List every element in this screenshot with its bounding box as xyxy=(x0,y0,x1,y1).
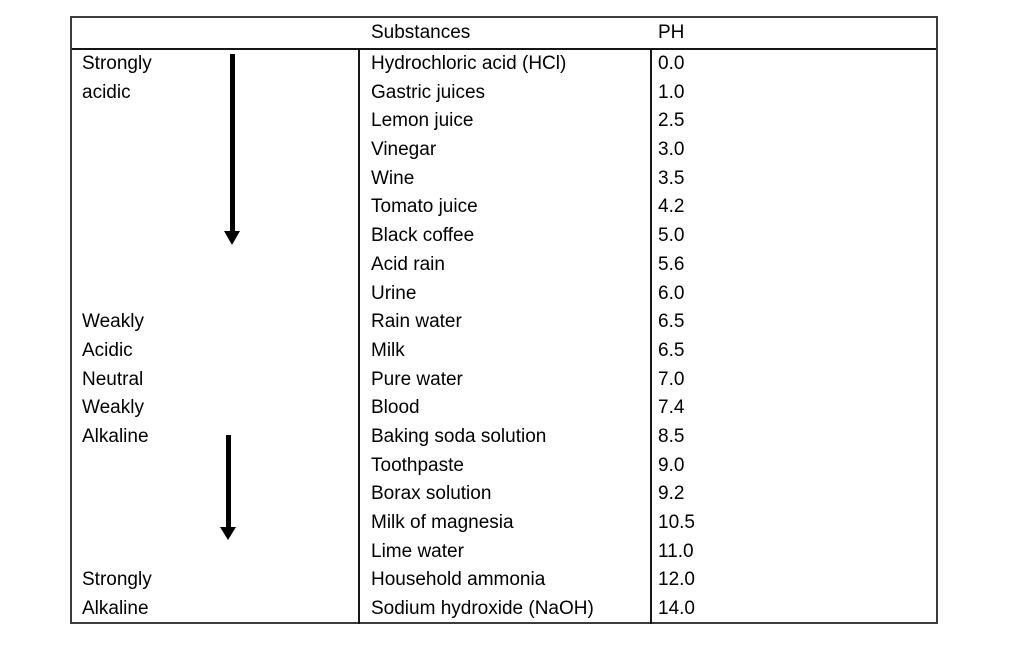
substance-cell: Toothpaste xyxy=(358,451,650,481)
substance-cell: Gastric juices xyxy=(358,78,650,108)
ph-cell: 8.5 xyxy=(650,422,936,452)
category-cell xyxy=(72,136,358,165)
ph-cell: 11.0 xyxy=(650,537,936,567)
arrow-shaft xyxy=(226,435,231,528)
substance-cell: Lemon juice xyxy=(358,107,650,137)
substance-cell: Rain water xyxy=(358,308,650,337)
substance-cell: Urine xyxy=(358,279,650,309)
category-cell xyxy=(72,538,358,567)
ph-table: Substances PH Strongly Hydrochloric acid … xyxy=(70,16,938,624)
substance-cell: Pure water xyxy=(358,365,650,395)
category-cell xyxy=(72,280,358,309)
substance-cell: Milk of magnesia xyxy=(358,509,650,538)
category-cell xyxy=(72,193,358,222)
category-cell xyxy=(72,251,358,280)
substance-cell: Blood xyxy=(358,394,650,423)
ph-column-header: PH xyxy=(658,22,685,43)
substance-cell: Sodium hydroxide (NaOH) xyxy=(358,595,650,624)
category-cell: Strongly xyxy=(82,53,152,74)
ph-cell: 14.0 xyxy=(650,595,936,624)
ph-cell: 2.5 xyxy=(650,107,936,137)
substance-cell: Borax solution xyxy=(358,480,650,509)
category-cell xyxy=(72,222,358,251)
ph-cell: 6.0 xyxy=(650,279,936,309)
ph-cell: 3.5 xyxy=(650,164,936,194)
ph-cell: 4.2 xyxy=(650,193,936,223)
ph-cell: 10.5 xyxy=(650,509,936,538)
category-cell: Weakly xyxy=(82,397,144,419)
ph-cell: 5.0 xyxy=(650,222,936,251)
substance-cell: Tomato juice xyxy=(358,193,650,223)
substance-cell: Baking soda solution xyxy=(358,422,650,452)
substance-cell: Hydrochloric acid (HCl) xyxy=(358,50,650,79)
ph-cell: 0.0 xyxy=(650,50,936,79)
substance-cell: Vinegar xyxy=(358,136,650,165)
category-cell xyxy=(72,480,358,509)
ph-cell: 9.0 xyxy=(650,451,936,481)
substance-cell: Lime water xyxy=(358,537,650,567)
substance-cell: Household ammonia xyxy=(358,566,650,596)
ph-cell: 6.5 xyxy=(650,308,936,337)
ph-cell: 9.2 xyxy=(650,480,936,509)
ph-cell: 7.4 xyxy=(650,394,936,423)
category-cell xyxy=(72,107,358,136)
category-cell: Acidic xyxy=(82,339,133,361)
arrow-head xyxy=(224,231,240,245)
table-body: Strongly Hydrochloric acid (HCl) 0.0 acidic… xyxy=(72,50,936,624)
category-cell xyxy=(72,509,358,538)
ph-cell: 5.6 xyxy=(650,250,936,280)
substance-cell: Wine xyxy=(358,164,650,194)
ph-cell: 1.0 xyxy=(650,78,936,108)
ph-cell: 3.0 xyxy=(650,136,936,165)
arrow-head xyxy=(220,527,236,540)
substance-cell: Black coffee xyxy=(358,222,650,251)
category-cell: acidic xyxy=(82,81,131,103)
category-cell: Alkaline xyxy=(82,598,149,620)
category-cell: Strongly xyxy=(82,569,152,591)
arrow-shaft xyxy=(230,54,235,231)
substances-column-header: Substances xyxy=(371,22,471,43)
category-cell: Alkaline xyxy=(82,425,149,447)
table-header-row: Substances PH xyxy=(72,18,936,50)
ph-cell: 12.0 xyxy=(650,566,936,596)
substance-cell: Acid rain xyxy=(358,250,650,280)
category-cell: Neutral xyxy=(82,368,144,390)
ph-cell: 7.0 xyxy=(650,365,936,395)
category-cell: Weakly xyxy=(82,311,144,333)
category-cell xyxy=(72,452,358,481)
ph-cell: 6.5 xyxy=(650,336,936,366)
category-cell xyxy=(72,165,358,194)
substance-cell: Milk xyxy=(358,336,650,366)
